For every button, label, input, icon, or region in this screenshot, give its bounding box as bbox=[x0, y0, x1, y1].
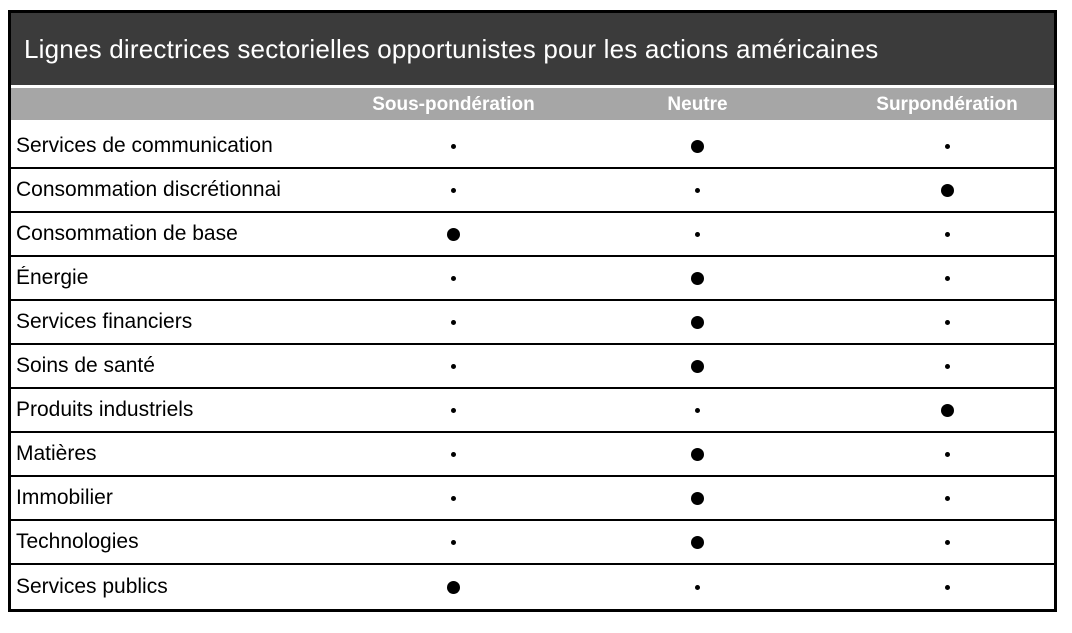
column-header-neutre: Neutre bbox=[667, 93, 728, 115]
weight-marker-dot bbox=[695, 187, 700, 193]
table-row: Énergie bbox=[11, 257, 1054, 301]
cell-surponderation bbox=[834, 477, 1060, 519]
weight-marker-dot bbox=[451, 319, 456, 325]
weight-marker-dot bbox=[944, 143, 950, 149]
weight-marker-dot bbox=[451, 539, 456, 545]
weight-marker-dot bbox=[940, 183, 954, 197]
cell-surponderation bbox=[834, 301, 1060, 343]
weight-marker-dot bbox=[944, 231, 950, 237]
table-title: Lignes directrices sectorielles opportun… bbox=[24, 33, 879, 64]
weight-marker-dot bbox=[691, 491, 704, 505]
weight-marker-dot bbox=[451, 143, 456, 149]
weight-marker-dot bbox=[451, 407, 456, 413]
weight-marker-dot bbox=[691, 535, 704, 549]
table-row: Consommation discrétionnai bbox=[11, 169, 1054, 213]
cell-neutre bbox=[561, 257, 834, 299]
weight-marker-dot bbox=[944, 451, 950, 457]
weight-marker-dot bbox=[940, 403, 954, 417]
weight-marker-dot bbox=[691, 139, 704, 153]
cell-neutre bbox=[561, 169, 834, 211]
sector-label: Services de communication bbox=[16, 134, 273, 157]
table-row: Matières bbox=[11, 433, 1054, 477]
sector-label: Technologies bbox=[16, 530, 139, 553]
weight-marker-dot bbox=[451, 495, 456, 501]
cell-sous-ponderation bbox=[346, 477, 561, 519]
weight-marker-dot bbox=[451, 187, 456, 193]
cell-neutre bbox=[561, 521, 834, 563]
weight-marker-dot bbox=[691, 315, 704, 329]
weight-marker-dot bbox=[451, 363, 456, 369]
table-row: Technologies bbox=[11, 521, 1054, 565]
column-header-row: Sous-pondération Neutre Surpondération bbox=[11, 88, 1054, 125]
cell-sous-ponderation bbox=[346, 125, 561, 167]
cell-surponderation bbox=[834, 433, 1060, 475]
table-row: Services publics bbox=[11, 565, 1054, 609]
weight-marker-dot bbox=[447, 227, 460, 241]
cell-surponderation bbox=[834, 169, 1060, 211]
weight-marker-dot bbox=[944, 539, 950, 545]
table-row: Produits industriels bbox=[11, 389, 1054, 433]
cell-surponderation bbox=[834, 345, 1060, 387]
cell-neutre bbox=[561, 565, 834, 609]
cell-sous-ponderation bbox=[346, 521, 561, 563]
table-row: Services financiers bbox=[11, 301, 1054, 345]
weight-marker-dot bbox=[944, 584, 950, 590]
cell-surponderation bbox=[834, 213, 1060, 255]
weight-marker-dot bbox=[691, 359, 704, 373]
cell-neutre bbox=[561, 433, 834, 475]
cell-neutre bbox=[561, 125, 834, 167]
sector-label: Énergie bbox=[16, 266, 89, 289]
weight-marker-dot bbox=[944, 495, 950, 501]
cell-surponderation bbox=[834, 389, 1060, 431]
weight-marker-dot bbox=[944, 275, 950, 281]
cell-surponderation bbox=[834, 521, 1060, 563]
cell-surponderation bbox=[834, 125, 1060, 167]
cell-neutre bbox=[561, 389, 834, 431]
cell-sous-ponderation bbox=[346, 433, 561, 475]
table-title-bar: Lignes directrices sectorielles opportun… bbox=[11, 13, 1054, 88]
cell-sous-ponderation bbox=[346, 345, 561, 387]
table-body: Services de communication Consommation d… bbox=[11, 125, 1054, 609]
cell-sous-ponderation bbox=[346, 389, 561, 431]
cell-neutre bbox=[561, 345, 834, 387]
sector-label: Services publics bbox=[16, 575, 168, 598]
cell-sous-ponderation bbox=[346, 169, 561, 211]
column-header-surponderation: Surpondération bbox=[876, 93, 1018, 115]
cell-sous-ponderation bbox=[346, 213, 561, 255]
sector-label: Matières bbox=[16, 442, 97, 465]
weight-marker-dot bbox=[944, 363, 950, 369]
weight-marker-dot bbox=[451, 275, 456, 281]
cell-neutre bbox=[561, 213, 834, 255]
cell-sous-ponderation bbox=[346, 565, 561, 609]
cell-neutre bbox=[561, 301, 834, 343]
weight-marker-dot bbox=[695, 231, 700, 237]
weight-marker-dot bbox=[691, 447, 704, 461]
sector-label: Consommation discrétionnai bbox=[16, 178, 281, 201]
weight-marker-dot bbox=[447, 580, 460, 594]
sector-label: Consommation de base bbox=[16, 222, 238, 245]
cell-sous-ponderation bbox=[346, 257, 561, 299]
sector-label: Services financiers bbox=[16, 310, 193, 333]
weight-marker-dot bbox=[451, 451, 456, 457]
cell-sous-ponderation bbox=[346, 301, 561, 343]
table-row: Services de communication bbox=[11, 125, 1054, 169]
column-header-sous-ponderation: Sous-pondération bbox=[372, 93, 535, 115]
cell-surponderation bbox=[834, 257, 1060, 299]
sector-label: Produits industriels bbox=[16, 398, 194, 421]
cell-neutre bbox=[561, 477, 834, 519]
table-row: Immobilier bbox=[11, 477, 1054, 521]
sector-label: Soins de santé bbox=[16, 354, 155, 377]
weight-marker-dot bbox=[695, 584, 700, 590]
weight-marker-dot bbox=[944, 319, 950, 325]
sector-guidelines-table: Lignes directrices sectorielles opportun… bbox=[8, 10, 1057, 612]
weight-marker-dot bbox=[691, 271, 704, 285]
sector-label: Immobilier bbox=[16, 486, 113, 509]
table-row: Consommation de base bbox=[11, 213, 1054, 257]
table-row: Soins de santé bbox=[11, 345, 1054, 389]
cell-surponderation bbox=[834, 565, 1060, 609]
weight-marker-dot bbox=[695, 407, 700, 413]
